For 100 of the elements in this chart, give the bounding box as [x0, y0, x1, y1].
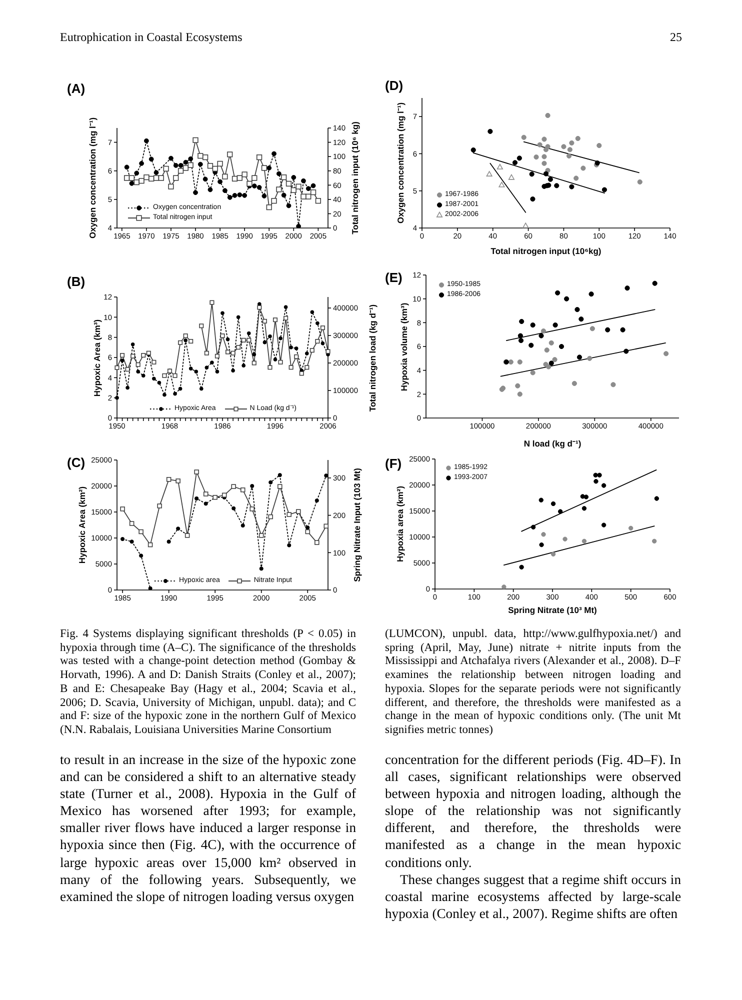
point	[199, 324, 204, 328]
chart-title: (A)	[67, 81, 86, 96]
point	[246, 338, 252, 342]
point	[183, 334, 188, 338]
point	[587, 356, 592, 361]
point	[530, 322, 536, 328]
point	[232, 506, 236, 510]
point	[214, 354, 220, 358]
point	[136, 370, 140, 374]
point	[558, 344, 564, 350]
point	[596, 142, 602, 148]
point	[178, 340, 183, 345]
point	[569, 184, 574, 190]
point	[580, 494, 586, 499]
point	[624, 286, 630, 291]
point	[281, 174, 287, 180]
point	[561, 144, 566, 150]
point	[546, 364, 552, 370]
point	[220, 334, 225, 338]
point	[620, 327, 626, 332]
point	[284, 305, 288, 310]
point	[519, 318, 524, 324]
point	[152, 376, 156, 381]
point	[566, 153, 572, 158]
point	[572, 380, 577, 386]
point	[306, 526, 310, 530]
point	[136, 362, 140, 367]
point	[628, 526, 634, 531]
point	[120, 506, 125, 512]
point	[250, 484, 254, 488]
point	[306, 194, 312, 200]
point	[120, 353, 125, 358]
text: to result in an increase in the size of the hypoxic zone and can be considered a shift to an alternative steady state (Turner et al., 2008). Hypoxia in the Gulf of Mexico has worsened after 1993; for example, smaller river flows have induced a larger response in hypoxia since then (Fig. 4C), with the occurrence of large hypoxic areas over 15,000 km² observed in many of the following years. Subsequently, we examined the slope of nitrogen loading versus oxygen	[60, 752, 356, 904]
point	[129, 521, 134, 526]
y2-axis-title: Total nitrogen input (10⁶ kg)	[350, 122, 360, 234]
point	[227, 194, 232, 200]
point	[218, 179, 222, 184]
point	[252, 184, 257, 188]
point	[316, 321, 320, 326]
point	[237, 192, 242, 198]
point	[128, 175, 135, 181]
point	[198, 162, 203, 167]
point	[250, 506, 254, 512]
point	[202, 176, 208, 182]
point	[226, 337, 230, 342]
point	[498, 182, 505, 188]
point	[288, 365, 294, 370]
point	[320, 326, 325, 330]
point	[163, 166, 169, 172]
point	[157, 380, 162, 385]
point	[168, 156, 174, 161]
y-axis-title: Oxygen concentration (mg l⁻¹)	[394, 102, 406, 224]
point	[305, 529, 310, 534]
point	[320, 341, 325, 346]
point	[162, 392, 166, 397]
point	[153, 175, 160, 181]
point	[144, 138, 149, 144]
point	[273, 358, 278, 362]
point	[567, 147, 572, 152]
y2-axis-title: Total nitrogen load (kg d⁻¹)	[366, 304, 378, 412]
y-axis-title: Hypoxia volume (km³)	[399, 302, 409, 391]
point	[601, 483, 606, 488]
point	[227, 152, 233, 158]
point	[198, 153, 204, 159]
y-axis-title: Hypoxic Area (km²)	[77, 486, 87, 564]
point	[194, 370, 198, 374]
point	[204, 350, 209, 356]
point	[172, 373, 178, 378]
point	[231, 484, 236, 489]
point	[220, 311, 224, 316]
point	[173, 392, 177, 396]
point	[266, 204, 272, 210]
y2-axis-title: Spring Nitrate Input (103 Mt)	[352, 468, 362, 582]
point	[226, 350, 230, 354]
point	[324, 474, 328, 478]
point	[315, 198, 322, 204]
point	[290, 187, 296, 193]
point	[512, 160, 518, 166]
point	[528, 342, 534, 348]
point	[261, 165, 268, 171]
point	[540, 328, 546, 334]
text: Eutrophication in Coastal Ecosystems	[60, 30, 242, 45]
point	[310, 183, 316, 188]
point	[518, 338, 524, 344]
point	[542, 154, 547, 160]
point	[550, 501, 556, 506]
point	[262, 318, 267, 324]
point	[173, 162, 178, 168]
point	[508, 359, 514, 365]
point	[296, 184, 302, 190]
point	[210, 300, 214, 305]
point	[534, 154, 539, 160]
point	[545, 144, 550, 150]
point	[539, 542, 544, 548]
point	[268, 514, 274, 520]
point	[286, 180, 292, 187]
point	[310, 348, 314, 353]
point	[222, 188, 228, 194]
point	[158, 175, 164, 181]
point	[130, 342, 135, 346]
